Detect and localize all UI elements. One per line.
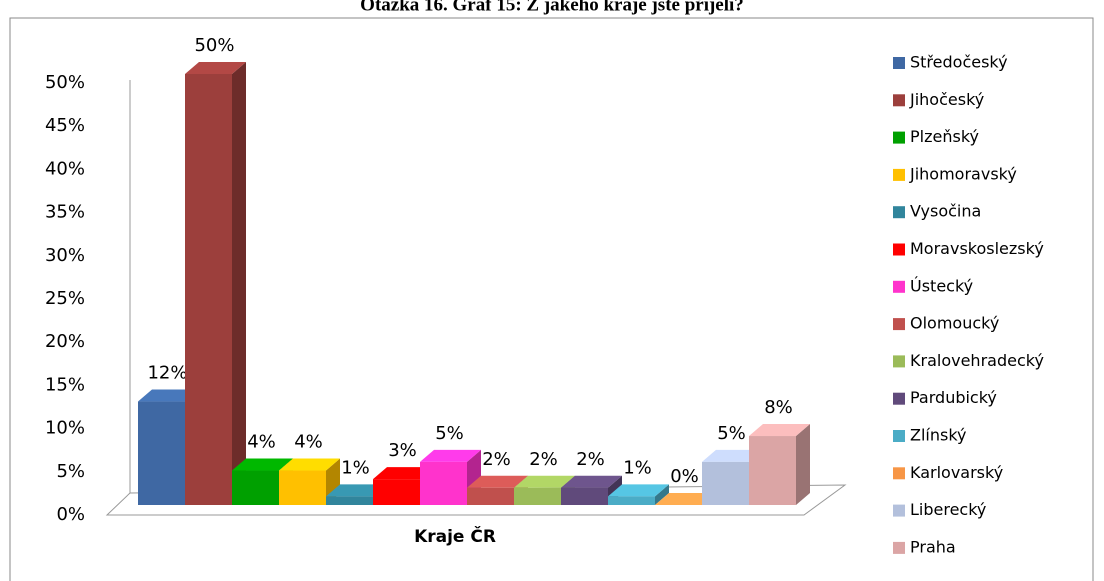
bar <box>749 424 810 505</box>
data-label: 5% <box>717 423 746 444</box>
legend-label: Zlínský <box>910 426 967 445</box>
legend-swatch <box>893 541 905 554</box>
bar-front <box>514 487 561 505</box>
bar <box>655 493 716 505</box>
legend-label: Karlovarský <box>910 463 1003 482</box>
bar-top <box>185 62 246 74</box>
y-tick-label: 30% <box>45 245 85 266</box>
bar-top <box>608 484 669 497</box>
data-label: 1% <box>341 457 370 478</box>
legend-label: Plzeňský <box>910 127 979 146</box>
legend-label: Středočeský <box>910 53 1008 72</box>
data-label: 50% <box>194 35 234 56</box>
bar-front <box>561 487 608 505</box>
bar-side <box>655 484 669 505</box>
y-tick-label: 0% <box>56 504 85 525</box>
legend-label: Jihočeský <box>909 90 984 109</box>
bar-top <box>138 389 199 402</box>
legend-swatch <box>893 206 905 219</box>
y-tick-label: 5% <box>56 461 85 482</box>
bar-front <box>326 496 373 505</box>
legend-swatch <box>893 131 905 144</box>
legend-label: Jihomoravský <box>909 164 1017 183</box>
bar-front <box>702 461 749 505</box>
y-tick-label: 35% <box>45 202 85 223</box>
bar-side <box>796 424 810 505</box>
legend-label: Vysočina <box>910 202 981 221</box>
x-axis-label: Kraje ČR <box>414 525 496 547</box>
data-label: 0% <box>670 466 699 487</box>
bar-top <box>749 424 810 437</box>
data-label: 8% <box>764 397 793 418</box>
legend-swatch <box>893 280 905 293</box>
legend-swatch <box>893 392 905 405</box>
bar-top <box>702 449 763 462</box>
legend-swatch <box>893 318 905 331</box>
bar-top <box>373 467 434 480</box>
y-tick-label: 40% <box>45 158 85 179</box>
legend-label: Ústecký <box>910 276 973 295</box>
bar-top <box>420 449 481 462</box>
bar-front <box>279 470 326 505</box>
y-tick-label: 45% <box>45 115 85 136</box>
bar-front <box>185 74 232 505</box>
bar-front <box>749 436 796 505</box>
bar-front <box>420 461 467 505</box>
data-label: 4% <box>294 432 323 453</box>
bar-front <box>138 401 185 505</box>
data-label: 2% <box>529 449 558 470</box>
y-tick-label: 25% <box>45 288 85 309</box>
data-label: 1% <box>623 457 652 478</box>
legend-swatch <box>893 467 905 480</box>
bar-top <box>279 458 340 471</box>
legend-label: Kralovehradecký <box>910 351 1044 370</box>
bar-front <box>608 496 655 505</box>
data-label: 2% <box>576 449 605 470</box>
legend-swatch <box>893 355 905 368</box>
legend-swatch <box>893 57 905 69</box>
data-label: 5% <box>435 423 464 444</box>
bar-top <box>326 484 387 497</box>
bar-top <box>561 475 622 488</box>
legend-swatch <box>893 243 905 256</box>
legend-label: Liberecký <box>910 500 986 519</box>
data-label: 4% <box>247 432 276 453</box>
legend-swatch <box>893 94 905 107</box>
data-label: 2% <box>482 449 511 470</box>
bar-side <box>232 62 246 505</box>
bar-front <box>232 470 279 505</box>
bar <box>608 484 669 505</box>
legend-label: Praha <box>910 537 956 556</box>
bar <box>185 62 246 505</box>
legend-label: Moravskoslezský <box>910 239 1044 258</box>
chart-title: Otázka 16. Graf 15: Z jakého kraje jste … <box>360 0 744 15</box>
y-tick-label: 15% <box>45 374 85 395</box>
bar-top <box>655 493 716 505</box>
legend-label: Olomoucký <box>910 314 999 333</box>
y-tick-label: 20% <box>45 331 85 352</box>
y-tick-label: 10% <box>45 418 85 439</box>
bar-top <box>514 475 575 488</box>
bar-front <box>373 479 420 505</box>
legend-swatch <box>893 168 905 181</box>
legend-swatch <box>893 430 905 442</box>
data-label: 3% <box>388 440 417 461</box>
bar-top <box>232 458 293 471</box>
legend-swatch <box>893 504 905 517</box>
y-tick-label: 50% <box>45 72 85 93</box>
legend-label: Pardubický <box>910 388 997 407</box>
data-label: 12% <box>147 363 187 384</box>
bar-front <box>467 487 514 505</box>
bar-top <box>467 475 528 488</box>
